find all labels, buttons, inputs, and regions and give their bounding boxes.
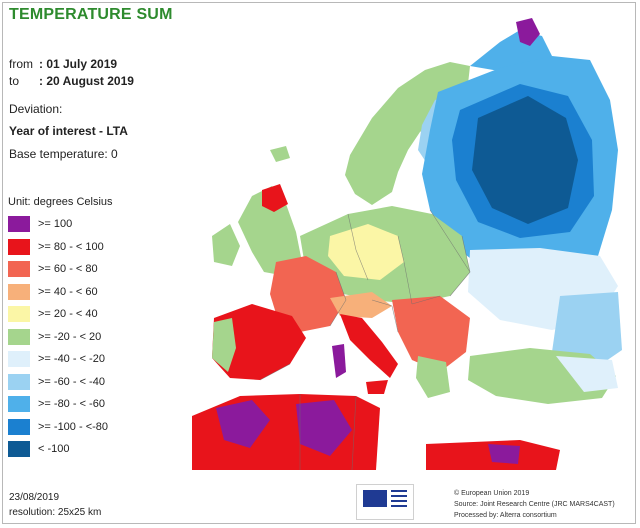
legend-item: >= 80 - < 100 — [8, 236, 113, 259]
corsica-sardinia — [332, 344, 346, 378]
legend-swatch — [8, 328, 30, 345]
greece-region — [416, 356, 450, 398]
sicily — [366, 380, 388, 394]
great-britain — [238, 186, 302, 276]
iberia-region — [212, 304, 306, 380]
footer-date: 23/08/2019 — [9, 492, 60, 503]
year-of-interest: Year of interest - LTA — [9, 124, 128, 138]
country-borders — [259, 209, 471, 471]
legend-label: >= -40 - < -20 — [38, 353, 105, 366]
eu-flag-icon — [363, 490, 387, 507]
legend-item: >= 60 - < 80 — [8, 258, 113, 281]
footer-copyright: © European Union 2019 — [454, 490, 530, 497]
russia-deep-core — [472, 96, 578, 224]
base-temperature: Base temperature: 0 — [9, 147, 118, 161]
scotland-red — [262, 184, 288, 212]
period-to-value: : 20 August 2019 — [39, 74, 134, 88]
footer-processed: Processed by: Alterra consortium — [454, 512, 557, 519]
legend-label: >= 100 — [38, 218, 73, 231]
north-africa-purple-center — [296, 400, 352, 456]
legend-label: >= 60 - < 80 — [38, 263, 98, 276]
map-title: TEMPERATURE SUM — [9, 6, 173, 23]
kola-purple — [516, 18, 540, 46]
legend-label: >= 20 - < 40 — [38, 308, 98, 321]
period-to-label: to — [9, 74, 20, 88]
legend-label: >= -60 - < -40 — [38, 375, 105, 388]
deviation-label: Deviation: — [9, 102, 63, 116]
eu-logo-bars — [391, 490, 407, 514]
legend-label: >= -100 - <-80 — [38, 420, 109, 433]
north-africa — [192, 394, 380, 470]
legend-item: >= -80 - < -60 — [8, 393, 113, 416]
east-med-purple — [488, 444, 520, 464]
legend-swatch — [8, 441, 30, 458]
eu-logo — [356, 484, 414, 520]
legend-label: >= 80 - < 100 — [38, 240, 104, 253]
legend-item: >= -20 - < 20 — [8, 326, 113, 349]
iceland-fragment — [270, 146, 290, 162]
legend-unit: Unit: degrees Celsius — [8, 196, 113, 208]
legend: Unit: degrees Celsius >= 100 >= 80 - < 10… — [8, 196, 113, 461]
legend-label: >= -20 - < 20 — [38, 330, 102, 343]
legend-item: >= -60 - < -40 — [8, 371, 113, 394]
legend-item: >= -100 - <-80 — [8, 416, 113, 439]
legend-swatch — [8, 418, 30, 435]
period-from: from : 01 July 2019 — [9, 57, 117, 71]
footer-resolution: resolution: 25x25 km — [9, 507, 102, 518]
legend-label: >= 40 - < 60 — [38, 285, 98, 298]
legend-swatch — [8, 261, 30, 278]
turkey-east — [556, 356, 618, 392]
legend-swatch — [8, 351, 30, 368]
footer-source: Source: Joint Research Centre (JRC MARS4… — [454, 501, 615, 508]
legend-item: >= 20 - < 40 — [8, 303, 113, 326]
legend-swatch — [8, 238, 30, 255]
legend-swatch — [8, 216, 30, 233]
period-from-label: from — [9, 57, 33, 71]
legend-swatch — [8, 283, 30, 300]
legend-item: >= 100 — [8, 213, 113, 236]
legend-label: >= -80 - < -60 — [38, 398, 105, 411]
balkans-region — [392, 296, 470, 372]
legend-label: < -100 — [38, 443, 70, 456]
legend-item: >= 40 - < 60 — [8, 281, 113, 304]
legend-swatch — [8, 396, 30, 413]
period-to: to : 20 August 2019 — [9, 74, 134, 88]
legend-swatch — [8, 373, 30, 390]
central-yellow — [328, 224, 404, 280]
legend-items: >= 100 >= 80 - < 100 >= 60 - < 80 >= 40 - <… — [8, 213, 113, 461]
iberia-west — [212, 318, 236, 372]
legend-swatch — [8, 306, 30, 323]
italy-region — [340, 314, 398, 378]
legend-item: >= -40 - < -20 — [8, 348, 113, 371]
legend-item: < -100 — [8, 438, 113, 461]
period-from-value: : 01 July 2019 — [39, 57, 118, 71]
ireland — [212, 224, 240, 266]
north-africa-purple-west — [216, 400, 270, 448]
france-region — [270, 256, 346, 332]
